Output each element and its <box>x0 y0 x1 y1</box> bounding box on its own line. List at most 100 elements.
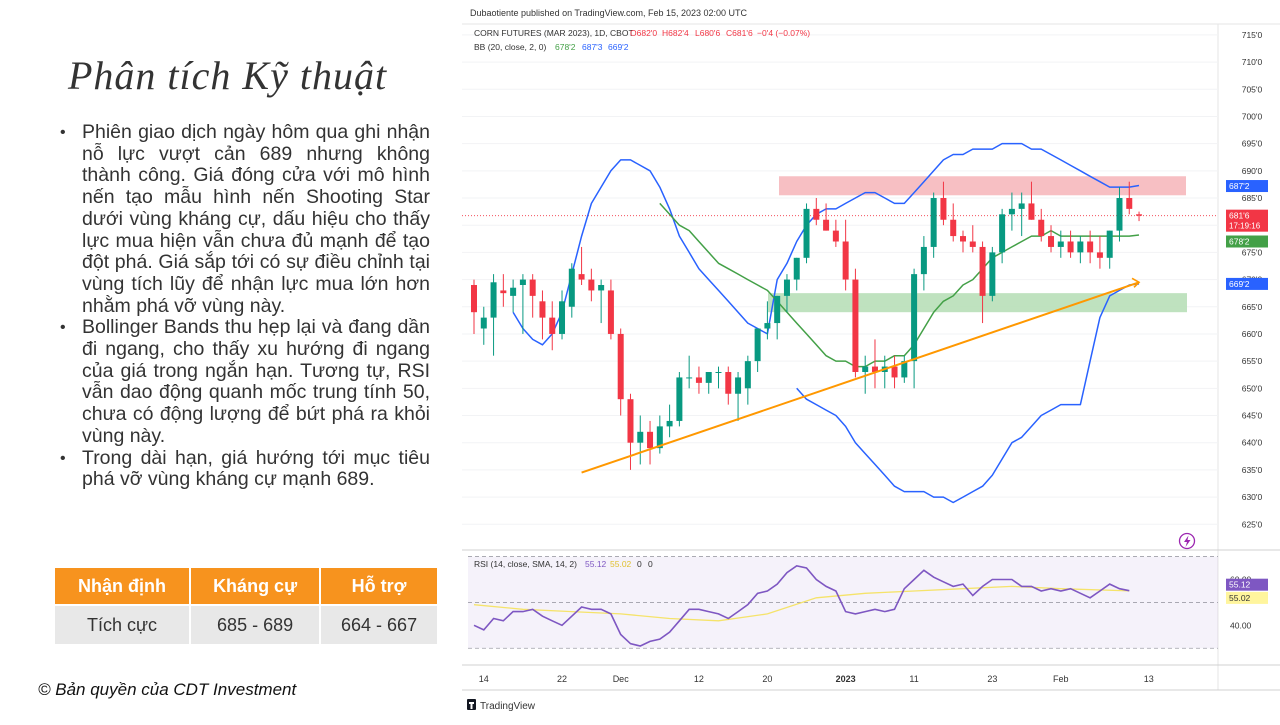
candle <box>735 372 742 421</box>
candle <box>842 219 849 291</box>
rsi-value-label-bg <box>1226 578 1268 591</box>
candle-body <box>1087 241 1094 253</box>
candle-body <box>617 333 624 400</box>
candle <box>891 355 898 389</box>
candle <box>1038 208 1045 242</box>
rsi-ma-label: 55.02 <box>1229 593 1251 603</box>
last-price-label-bg <box>1226 209 1268 232</box>
rsi-ma-value: 55.02 <box>610 559 632 569</box>
candle <box>1106 230 1113 269</box>
candle <box>578 246 585 285</box>
candle-body <box>519 279 526 285</box>
candle <box>823 203 830 231</box>
candle-body <box>871 366 878 372</box>
candle <box>529 274 536 318</box>
candle <box>989 246 996 302</box>
bullet-item: Phiên giao dịch ngày hôm qua ghi nhận nỗ… <box>58 121 430 317</box>
rsi-ma-label-bg <box>1226 591 1268 604</box>
candle <box>930 192 937 258</box>
candle-body <box>793 257 800 280</box>
candle-body <box>637 431 644 443</box>
bb-mid-price-label: 678'2 <box>1229 237 1250 247</box>
candle <box>744 355 751 405</box>
candle-body <box>960 236 966 242</box>
candle-body <box>1048 236 1055 247</box>
candle <box>490 274 497 356</box>
y-tick-label: 715'0 <box>1242 30 1263 40</box>
rsi-extra-value: 0 <box>637 559 642 569</box>
cell-outlook: Tích cực <box>55 606 190 644</box>
header-support: Hỗ trợ <box>321 568 437 604</box>
symbol-line: CORN FUTURES (MAR 2023), 1D, CBOT <box>474 28 634 38</box>
candle-body <box>852 279 859 372</box>
candle-body <box>490 282 497 318</box>
bb-mid-value: 678'2 <box>555 42 576 52</box>
x-tick-label: 14 <box>479 674 489 684</box>
candle-body <box>1126 198 1133 209</box>
candle-body <box>1038 219 1045 237</box>
candle <box>1077 236 1084 264</box>
candle-body <box>1057 241 1064 247</box>
x-tick-label: 13 <box>1144 674 1154 684</box>
candle <box>1008 192 1015 231</box>
y-tick-label: 630'0 <box>1242 492 1263 502</box>
candle <box>627 393 634 470</box>
bb-upper-price-label: 687'2 <box>1229 181 1250 191</box>
tradingview-logo: TradingView <box>480 701 536 712</box>
lightning-icon[interactable] <box>1178 532 1196 550</box>
candle <box>1096 236 1103 269</box>
candle <box>588 268 595 302</box>
published-line: Dubaotiente published on TradingView.com… <box>470 8 748 18</box>
candle-body <box>754 328 761 362</box>
x-tick-label: 2023 <box>836 674 856 684</box>
candle <box>1126 181 1133 215</box>
tradingview-chart: Dubaotiente published on TradingView.com… <box>462 0 1280 720</box>
candle-body <box>803 208 810 258</box>
candle <box>1028 181 1035 220</box>
y-tick-label: 690'0 <box>1242 166 1263 176</box>
candle <box>969 225 976 253</box>
resistance-zone <box>779 176 1186 196</box>
candle <box>813 198 820 226</box>
y-gridlines <box>462 34 1218 525</box>
candle-body <box>715 372 722 373</box>
chart-svg: Dubaotiente published on TradingView.com… <box>462 0 1280 720</box>
candle <box>725 366 732 405</box>
x-tick-label: 12 <box>694 674 704 684</box>
candle <box>901 355 908 383</box>
bullet-item: Trong dài hạn, giá hướng tới mục tiêu ph… <box>58 447 430 491</box>
candle <box>871 339 878 389</box>
rsi-line <box>473 564 1130 647</box>
rsi-label: RSI (14, close, SMA, 14, 2) <box>474 559 577 569</box>
candle-body <box>862 366 869 372</box>
candle-body <box>920 246 927 275</box>
candle-body <box>989 252 996 296</box>
x-tick-label: Dec <box>613 674 630 684</box>
candle <box>539 290 546 340</box>
candle-body <box>568 268 575 307</box>
rsi-ma-line <box>473 585 1130 622</box>
time-axis[interactable]: 14 22 Dec 12 20 2023 11 23 Feb 13 <box>479 674 1154 684</box>
candle-body <box>725 372 732 394</box>
y-tick-label: 645'0 <box>1242 411 1263 421</box>
analysis-bullets: Phiên giao dịch ngày hôm qua ghi nhận nỗ… <box>58 121 430 491</box>
candle <box>950 203 957 242</box>
candle-body <box>607 290 614 334</box>
candle-body <box>735 377 742 394</box>
y-tick-label: 710'0 <box>1242 57 1263 67</box>
trendline-arrowhead <box>1131 277 1141 288</box>
candle <box>911 268 918 389</box>
candle <box>803 203 810 264</box>
y-tick-label: 650'0 <box>1242 383 1263 393</box>
y-tick-label: 660'0 <box>1242 329 1263 339</box>
candle-body <box>705 372 712 383</box>
candle-body <box>471 285 477 313</box>
candle <box>1048 225 1055 253</box>
candle-body <box>1096 252 1103 258</box>
candle-body <box>764 323 771 329</box>
rsi-extra-value: 0 <box>648 559 653 569</box>
slide-text-panel: Phân tích Kỹ thuật Phiên giao dịch ngày … <box>0 0 462 720</box>
slide-title: Phân tích Kỹ thuật <box>68 53 388 98</box>
header-outlook: Nhận định <box>55 568 190 604</box>
